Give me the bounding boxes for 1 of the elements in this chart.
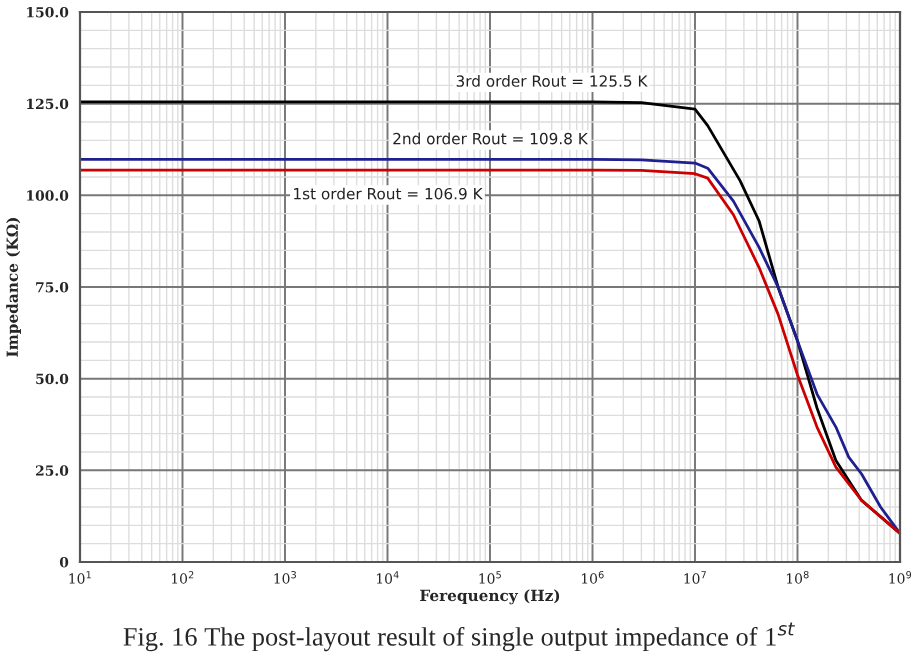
caption: Fig. 16 The post-layout result of single output impedance of 1$^{st}$ [123, 622, 795, 652]
